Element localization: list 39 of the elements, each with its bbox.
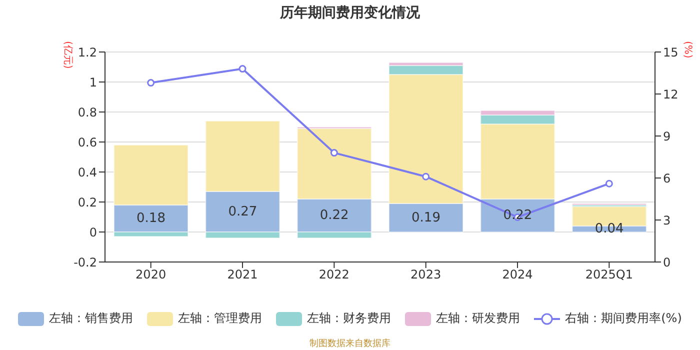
y-tick-label: 0 [89,225,97,240]
data-label: 0.22 [503,208,532,223]
y-tick-label: 0.2 [78,195,97,210]
point [330,149,338,157]
chart-title: 历年期间费用变化情况 [278,4,421,23]
legend-label: 右轴：期间费用率(%) [565,310,682,327]
y-tick-label: 0.4 [78,165,97,180]
y-tick-label: -0.2 [74,255,97,270]
y2-tick-label: 12 [663,87,678,102]
x-tick-label: 2021 [227,268,258,282]
point [147,79,155,87]
point [605,180,613,188]
y2-tick-label: 0 [663,255,671,270]
legend-label: 左轴：财务费用 [307,310,392,327]
x-tick-label: 2022 [318,268,350,282]
y2-tick-label: 6 [663,171,671,186]
y2-tick-label: 9 [663,129,671,144]
legend-label: 左轴：销售费用 [49,310,134,327]
legend-label: 左轴：研发费用 [436,310,520,327]
y-axis-title: (亿元) [62,41,73,69]
y2-axis-title: (%) [682,41,693,58]
data-label: 0.27 [228,204,258,220]
legend-label: 左轴：管理费用 [178,310,262,327]
data-label: 0.18 [136,211,166,226]
text: 制图数据来自数据库 [308,338,392,350]
y-tick-label: 1.2 [78,45,97,60]
x-tick-label: 2023 [410,268,442,282]
y-tick-label: 1 [89,75,97,90]
data-label: 0.22 [320,208,349,223]
x-tick-label: 2020 [136,268,166,282]
y-tick-label: 0.6 [78,135,97,150]
x-tick-label: 2024 [502,268,533,282]
point [422,172,430,180]
y2-tick-label: 15 [663,45,678,60]
x-tick-label: 2025Q1 [585,268,633,282]
y2-tick-label: 3 [663,213,671,228]
y-tick-label: 0.8 [78,105,97,120]
data-label: 0.19 [412,210,440,226]
point [238,65,246,73]
